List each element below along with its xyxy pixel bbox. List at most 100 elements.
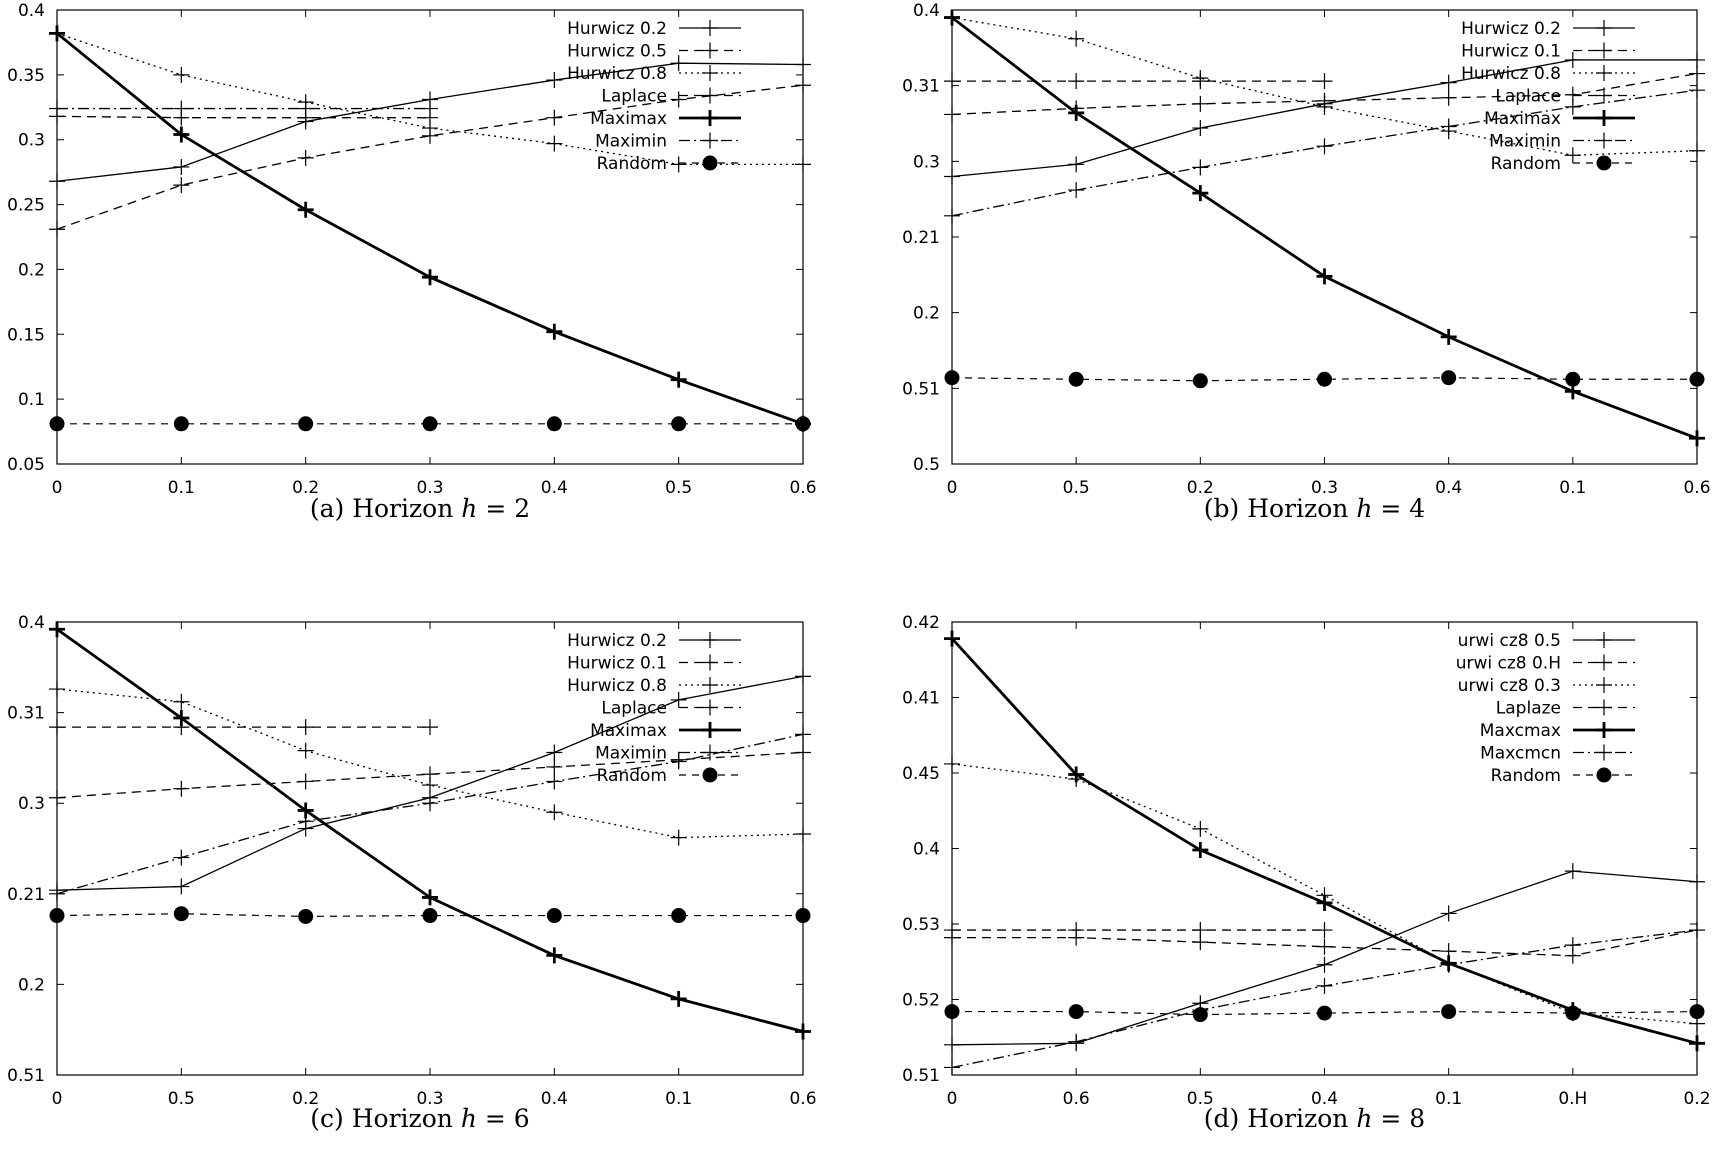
y-tick-label: 0.3 (913, 152, 940, 172)
point-4-7-3 (1192, 1007, 1208, 1023)
series-7 (944, 1004, 1705, 1023)
legend-label: urwi cz8 0.5 (1458, 631, 1561, 651)
point-3-2-2 (173, 780, 190, 797)
point-2-6-2 (1068, 182, 1085, 199)
series-3 (49, 681, 811, 846)
caption-prefix: (b) Horizon (1204, 494, 1357, 523)
legend-label: Hurwicz 0.1 (567, 654, 667, 674)
point-2-5-7 (1689, 430, 1705, 447)
point-4-3-1 (944, 755, 960, 772)
series-7 (49, 906, 811, 924)
caption: (a) Horizon h = 2 (310, 494, 530, 523)
point-4-6-5 (1440, 956, 1457, 973)
legend-label: urwi cz8 0.H (1456, 654, 1561, 674)
x-tick-label: 0.2 (1683, 1089, 1710, 1109)
series-6 (49, 100, 438, 117)
y-tick-label: 0.4 (913, 840, 940, 860)
y-tick-label: 0.45 (902, 764, 940, 784)
point-3-6-1 (49, 885, 65, 902)
x-tick-label: 0.2 (292, 478, 319, 498)
point-1-1-7 (795, 56, 811, 73)
legend-label: Hurwicz 0.2 (567, 631, 667, 651)
plot-frame (56, 621, 804, 1076)
point-2-1-3 (1192, 120, 1209, 137)
y-tick-label: 0.51 (7, 1066, 45, 1086)
y-tick-label: 0.3 (18, 131, 45, 151)
y-tick-label: 0.2 (18, 260, 45, 280)
point-3-7-2 (173, 906, 189, 922)
point-2-1-100 (1596, 20, 1612, 36)
legend-label: Laplace (601, 699, 667, 719)
point-3-3-6 (670, 829, 687, 846)
point-2-5-5 (1440, 328, 1457, 345)
y-tick-label: 0.21 (902, 228, 940, 248)
point-3-6-6 (670, 753, 687, 770)
point-4-1-1 (944, 1036, 960, 1053)
x-tick-label: 0.3 (416, 478, 443, 498)
x-tick-label: 0.1 (168, 478, 195, 498)
point-4-7-100 (1596, 767, 1612, 783)
x-tick-label: 0.4 (1311, 1089, 1338, 1109)
point-4-4-3 (1192, 922, 1209, 939)
point-2-7-1 (944, 370, 960, 386)
point-2-6-7 (1689, 82, 1705, 99)
point-2-1-2 (1068, 156, 1085, 173)
y-tick-label: 0.51 (902, 379, 940, 399)
point-2-7-2 (1068, 371, 1084, 387)
series-5 (944, 9, 1705, 447)
caption-prefix: (a) Horizon (310, 494, 461, 523)
point-3-4-1 (49, 719, 65, 736)
caption: (d) Horizon h = 8 (1204, 1104, 1425, 1133)
point-1-5-3 (297, 201, 314, 218)
y-tick-label: 0.42 (902, 613, 940, 633)
series-line (56, 733, 804, 895)
point-3-5-2 (173, 710, 190, 727)
point-4-4-1 (944, 922, 960, 939)
point-2-4-3 (1192, 73, 1209, 90)
x-tick-label: 0.5 (1063, 478, 1090, 498)
y-tick-label: 0.4 (18, 613, 45, 633)
y-tick-label: 0.3 (18, 794, 45, 814)
point-3-4-4 (422, 719, 438, 736)
point-3-2-5 (546, 758, 563, 775)
series-6 (944, 922, 1705, 1076)
point-1-6-100 (702, 132, 718, 149)
x-tick-label: 0.6 (1683, 478, 1710, 498)
point-3-4-100 (702, 699, 718, 716)
point-4-7-7 (1689, 1004, 1705, 1020)
legend-label: Laplace (601, 87, 667, 107)
y-tick-label: 0.05 (7, 455, 45, 475)
point-4-6-6 (1564, 937, 1581, 954)
point-3-1-7 (795, 668, 811, 685)
point-4-1-100 (1596, 632, 1612, 648)
point-3-6-2 (173, 849, 190, 866)
x-tick-label: 0.4 (1435, 478, 1462, 498)
point-1-2-7 (795, 77, 811, 94)
point-4-1-5 (1440, 905, 1457, 922)
point-4-4-100 (1596, 699, 1612, 716)
caption: (c) Horizon h = 6 (310, 1104, 529, 1133)
point-2-1-1 (944, 168, 960, 185)
x-tick-label: 0.5 (1187, 1089, 1214, 1109)
point-4-3-3 (1192, 820, 1209, 837)
point-1-1-100 (702, 20, 718, 36)
series-6 (944, 82, 1705, 224)
point-3-7-3 (298, 908, 314, 924)
point-1-7-100 (702, 155, 718, 171)
point-3-2-1 (49, 789, 65, 806)
point-3-3-5 (546, 804, 563, 821)
point-1-5-5 (546, 323, 563, 340)
legend-label: Hurwicz 0.2 (567, 19, 667, 39)
y-tick-label: 0.25 (7, 196, 45, 216)
point-4-7-2 (1068, 1004, 1084, 1020)
point-2-4-4 (1316, 73, 1333, 90)
point-1-6-4 (422, 100, 438, 117)
point-3-3-2 (173, 693, 190, 710)
point-2-2-100 (1596, 42, 1612, 59)
point-4-7-4 (1317, 1005, 1332, 1021)
legend-label: Maximax (590, 721, 667, 741)
y-tick-label: 0.2 (18, 975, 45, 995)
point-1-5-1 (49, 25, 65, 42)
